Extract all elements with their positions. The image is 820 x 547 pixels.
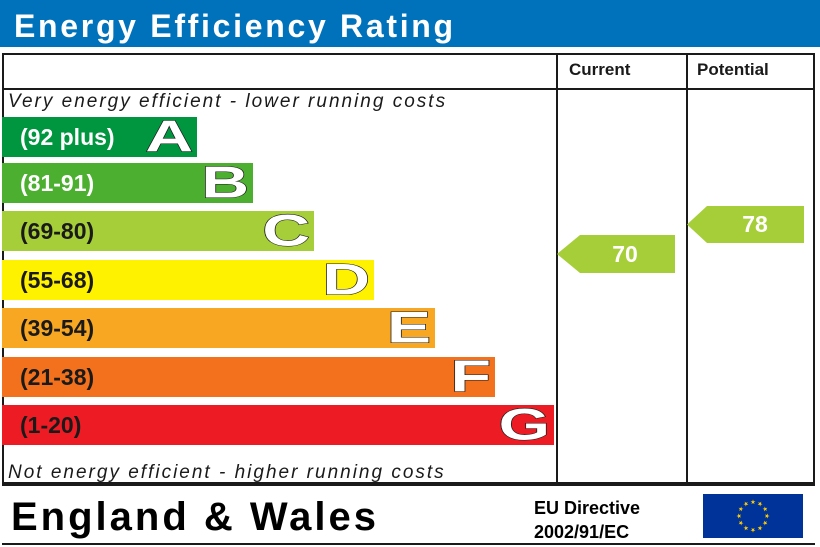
svg-text:78: 78	[742, 211, 768, 237]
svg-text:70: 70	[612, 241, 638, 267]
